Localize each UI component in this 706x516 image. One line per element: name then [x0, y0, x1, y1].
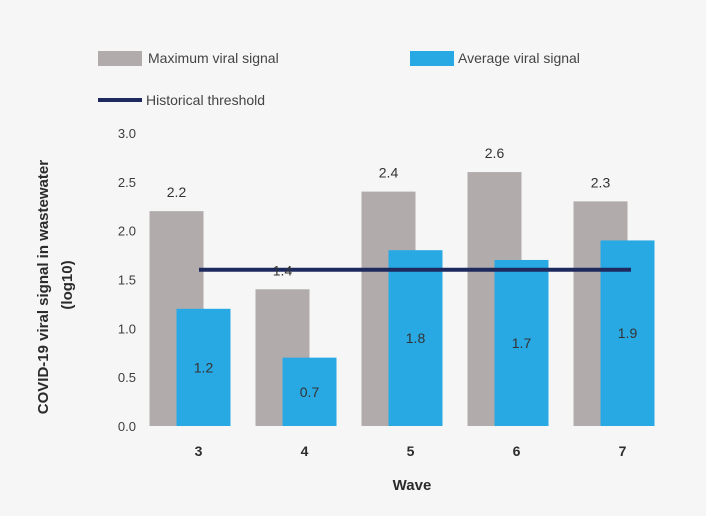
x-tick-label: 6	[513, 443, 521, 459]
legend-label-threshold: Historical threshold	[146, 92, 265, 108]
data-label-average: 1.7	[512, 335, 532, 351]
legend-label-maximum: Maximum viral signal	[148, 50, 279, 66]
y-axis-title-line-1: COVID-19 viral signal in wastewater	[35, 160, 52, 414]
x-tick-labels: 3 4 5 6 7	[195, 443, 627, 459]
y-tick-label: 0.0	[118, 419, 136, 434]
y-tick-label: 0.5	[118, 370, 136, 385]
y-tick-labels: 0.0 0.5 1.0 1.5 2.0 2.5 3.0	[118, 126, 136, 434]
data-label-average: 1.8	[406, 330, 426, 346]
y-tick-label: 2.5	[118, 175, 136, 190]
legend-swatch-average	[410, 51, 454, 66]
x-axis-title: Wave	[393, 477, 432, 494]
data-label-maximum: 2.2	[167, 184, 187, 200]
data-label-maximum: 2.6	[485, 145, 505, 161]
x-tick-label: 3	[195, 443, 203, 459]
data-label-average: 0.7	[300, 384, 320, 400]
data-label-maximum: 1.4	[273, 262, 293, 278]
x-tick-label: 5	[407, 443, 415, 459]
y-tick-label: 1.5	[118, 273, 136, 288]
data-label-average: 1.9	[618, 325, 638, 341]
y-tick-label: 3.0	[118, 126, 136, 141]
bars	[150, 172, 655, 426]
y-axis-title: COVID-19 viral signal in wastewater (log…	[35, 156, 76, 414]
x-tick-label: 4	[301, 443, 309, 459]
legend: Maximum viral signal Average viral signa…	[98, 50, 580, 108]
legend-label-average: Average viral signal	[458, 50, 580, 66]
y-axis-title-line-2: (log10)	[59, 260, 76, 309]
y-tick-label: 1.0	[118, 321, 136, 336]
y-tick-label: 2.0	[118, 224, 136, 239]
data-label-maximum: 2.3	[591, 174, 611, 190]
legend-swatch-maximum	[98, 51, 142, 66]
x-tick-label: 7	[619, 443, 627, 459]
data-label-maximum: 2.4	[379, 165, 399, 181]
data-label-average: 1.2	[194, 359, 214, 375]
